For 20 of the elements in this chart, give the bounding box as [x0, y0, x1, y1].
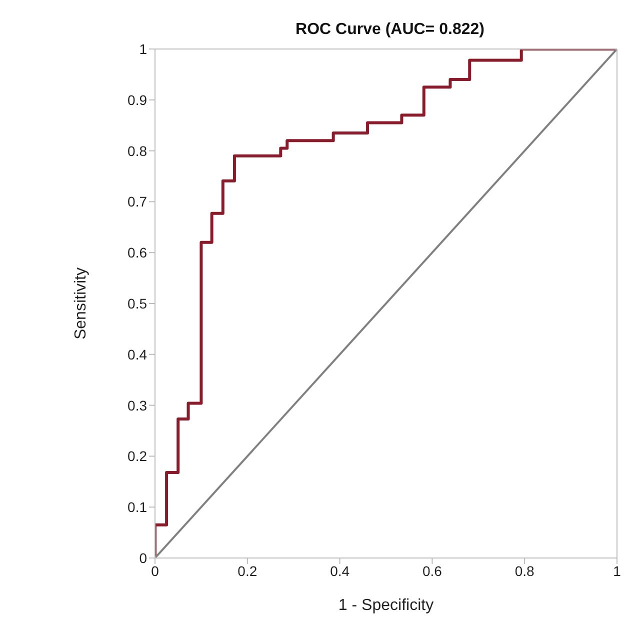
- y-tick-label: 0.3: [128, 397, 148, 414]
- x-tick-label: 0.6: [422, 562, 442, 579]
- x-tick-label: 0: [151, 562, 160, 579]
- y-axis-title: Sensitivity: [72, 267, 90, 340]
- y-tick-label: 0.4: [128, 346, 148, 362]
- y-tick-label: 0.8: [128, 142, 148, 159]
- x-tick-label: 0.8: [514, 562, 535, 579]
- y-tick-label: 0.9: [128, 92, 148, 108]
- x-tick-label: 0.4: [330, 562, 350, 579]
- y-tick-label: 0.2: [128, 448, 148, 464]
- y-tick-label: 0.1: [128, 499, 148, 516]
- y-tick-label: 0.7: [128, 194, 148, 210]
- y-tick-label: 0.6: [128, 244, 148, 261]
- y-tick-label: 0: [139, 550, 148, 566]
- x-tick-label: 1: [613, 562, 622, 579]
- x-tick-label: 0.2: [238, 562, 258, 579]
- x-axis-title: 1 - Specificity: [338, 597, 434, 614]
- chart-title: ROC Curve (AUC= 0.822): [296, 21, 484, 38]
- y-tick-label: 0.5: [128, 295, 148, 312]
- y-tick-label: 1: [139, 40, 148, 57]
